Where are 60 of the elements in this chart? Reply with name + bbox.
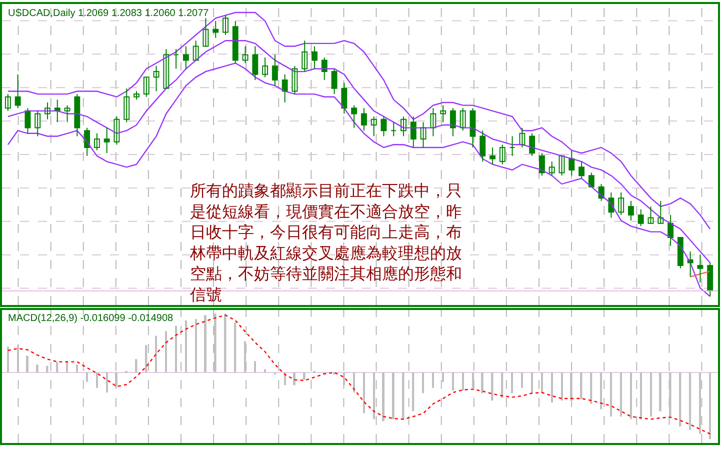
bar bbox=[264, 369, 266, 372]
bar bbox=[106, 372, 108, 393]
candlestick bbox=[697, 254, 704, 283]
candlestick bbox=[390, 122, 397, 137]
bar bbox=[382, 372, 384, 422]
bar bbox=[650, 372, 652, 417]
bar bbox=[432, 372, 434, 388]
bar bbox=[412, 372, 414, 412]
bar bbox=[155, 336, 158, 372]
bar bbox=[353, 372, 355, 393]
bar bbox=[610, 372, 612, 417]
bar bbox=[462, 372, 464, 391]
bar bbox=[630, 372, 632, 420]
bar bbox=[521, 372, 523, 388]
bar bbox=[551, 372, 553, 403]
bar bbox=[709, 372, 711, 440]
candlestick bbox=[242, 46, 248, 64]
bar bbox=[481, 372, 484, 394]
bar bbox=[679, 372, 682, 427]
bar bbox=[175, 326, 177, 372]
bar bbox=[561, 372, 563, 401]
bar bbox=[402, 372, 404, 419]
bar bbox=[620, 372, 622, 417]
bar bbox=[293, 372, 296, 386]
bar bbox=[590, 372, 592, 404]
bar bbox=[531, 372, 533, 394]
candlestick bbox=[173, 48, 180, 70]
bar bbox=[165, 331, 167, 372]
bar bbox=[195, 319, 197, 372]
bar bbox=[689, 372, 692, 430]
annotation: 所有的蹟象都顯示目前正在下跌中，只是從短線看，現價實在不適合放空，昨日收十字，今日很有可能向上走高，布林帶中軌及紅線交叉處應為較理想的放空點，不妨等待並關注其相應的形態和信號 bbox=[189, 181, 462, 304]
candlestick bbox=[134, 90, 140, 100]
bar bbox=[422, 372, 424, 394]
candlestick bbox=[509, 136, 516, 156]
bar bbox=[511, 372, 514, 394]
bar bbox=[580, 372, 582, 400]
bar bbox=[56, 362, 58, 372]
candlestick bbox=[548, 161, 555, 176]
bar bbox=[303, 372, 306, 380]
bar bbox=[363, 372, 365, 414]
bar bbox=[204, 315, 206, 372]
bar bbox=[452, 372, 454, 391]
bar bbox=[26, 356, 28, 372]
bar bbox=[76, 364, 78, 372]
bar bbox=[491, 372, 494, 401]
bar bbox=[640, 372, 642, 420]
bar bbox=[659, 372, 662, 412]
bar bbox=[392, 372, 394, 420]
bar bbox=[96, 372, 98, 388]
candlestick bbox=[104, 127, 110, 154]
chart-title: USDCAD,Daily 1.2069 1.2083 1.2060 1.2077 bbox=[8, 8, 210, 19]
chart-title: MACD(12,26,9) -0.016099 -0.014908 bbox=[8, 313, 174, 324]
bar bbox=[254, 361, 256, 372]
bar bbox=[185, 320, 187, 372]
candlestick bbox=[182, 46, 189, 70]
bar bbox=[7, 346, 9, 372]
bar bbox=[135, 359, 138, 372]
bar bbox=[36, 364, 38, 372]
bar bbox=[86, 372, 88, 382]
bar bbox=[234, 322, 236, 372]
